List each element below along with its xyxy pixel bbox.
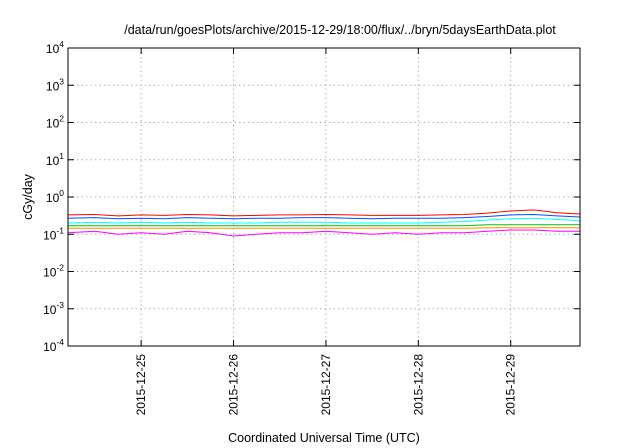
x-tick-label: 2015-12-28 <box>411 354 425 416</box>
y-axis-label: cGy/day <box>21 173 35 220</box>
series-line-3 <box>67 217 581 224</box>
y-tick-label: 100 <box>46 188 64 205</box>
axis-ticks <box>68 47 580 347</box>
x-tick-label: 2015-12-29 <box>504 354 518 416</box>
y-tick-label: 10-3 <box>43 300 64 317</box>
x-tick-label: 2015-12-26 <box>227 354 241 416</box>
y-tick-label: 102 <box>46 114 64 131</box>
y-tick-label: 103 <box>46 76 64 93</box>
y-tick-label: 101 <box>46 151 64 168</box>
y-tick-label: 10-1 <box>43 225 64 242</box>
series-group <box>67 209 581 237</box>
series-line-4 <box>68 224 580 227</box>
x-axis-label: Coordinated Universal Time (UTC) <box>228 431 420 445</box>
series-line-1 <box>67 209 581 217</box>
x-tick-label: 2015-12-25 <box>134 354 148 416</box>
series-line-5 <box>68 227 580 229</box>
x-tick-label: 2015-12-27 <box>319 354 333 416</box>
series-line-2 <box>67 214 581 220</box>
y-tick-label: 10-2 <box>43 263 64 280</box>
chart-title: /data/run/goesPlots/archive/2015-12-29/1… <box>124 23 556 37</box>
y-tick-labels: 10-4 10-3 10-2 10-1 100 101 102 103 104 <box>43 39 64 354</box>
series-line-6 <box>67 229 580 237</box>
y-tick-label: 10-4 <box>43 337 64 354</box>
x-tick-labels: 2015-12-25 2015-12-26 2015-12-27 2015-12-28… <box>134 354 518 416</box>
y-tick-label: 104 <box>46 39 64 56</box>
grid-lines <box>68 48 580 346</box>
